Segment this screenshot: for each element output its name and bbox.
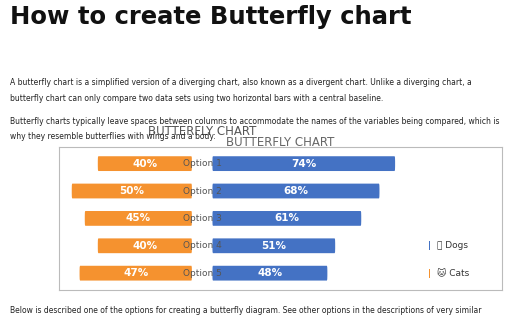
FancyBboxPatch shape	[429, 269, 430, 277]
Text: 61%: 61%	[274, 213, 300, 223]
Text: Option 3: Option 3	[183, 214, 222, 223]
Text: How to create Butterfly chart: How to create Butterfly chart	[10, 5, 412, 29]
FancyBboxPatch shape	[212, 184, 379, 198]
FancyBboxPatch shape	[212, 211, 361, 226]
FancyBboxPatch shape	[98, 238, 192, 253]
FancyBboxPatch shape	[212, 238, 335, 253]
Text: Option 5: Option 5	[183, 269, 222, 278]
Text: why they resemble butterflies with wings and a body:: why they resemble butterflies with wings…	[10, 132, 216, 141]
Text: butterfly chart can only compare two data sets using two horizontal bars with a : butterfly chart can only compare two dat…	[10, 94, 383, 103]
Text: BUTTERFLY CHART: BUTTERFLY CHART	[148, 124, 257, 138]
Text: Butterfly charts typically leave spaces between columns to accommodate the names: Butterfly charts typically leave spaces …	[10, 117, 500, 126]
Text: 40%: 40%	[132, 241, 157, 251]
Text: 68%: 68%	[284, 186, 308, 196]
Text: 45%: 45%	[126, 213, 151, 223]
Text: A butterfly chart is a simplified version of a diverging chart, also known as a : A butterfly chart is a simplified versio…	[10, 78, 472, 87]
FancyBboxPatch shape	[79, 266, 192, 281]
Title: BUTTERFLY CHART: BUTTERFLY CHART	[0, 319, 1, 320]
Text: Below is described one of the options for creating a butterfly diagram. See othe: Below is described one of the options fo…	[10, 306, 482, 315]
Text: 40%: 40%	[132, 159, 157, 169]
FancyBboxPatch shape	[212, 156, 395, 171]
FancyBboxPatch shape	[72, 184, 192, 198]
Text: Option 2: Option 2	[183, 187, 222, 196]
FancyBboxPatch shape	[85, 211, 192, 226]
Text: Option 4: Option 4	[183, 241, 222, 250]
FancyBboxPatch shape	[98, 156, 192, 171]
Text: 47%: 47%	[123, 268, 148, 278]
Text: 74%: 74%	[291, 159, 316, 169]
FancyBboxPatch shape	[212, 266, 327, 281]
Text: 🐕 Dogs: 🐕 Dogs	[437, 241, 468, 250]
Text: 51%: 51%	[261, 241, 286, 251]
FancyBboxPatch shape	[429, 241, 430, 250]
Text: 48%: 48%	[258, 268, 283, 278]
Text: 🐱 Cats: 🐱 Cats	[437, 269, 470, 278]
Text: BUTTERFLY CHART: BUTTERFLY CHART	[226, 136, 334, 149]
Text: 50%: 50%	[119, 186, 144, 196]
Text: Option 1: Option 1	[183, 159, 222, 168]
